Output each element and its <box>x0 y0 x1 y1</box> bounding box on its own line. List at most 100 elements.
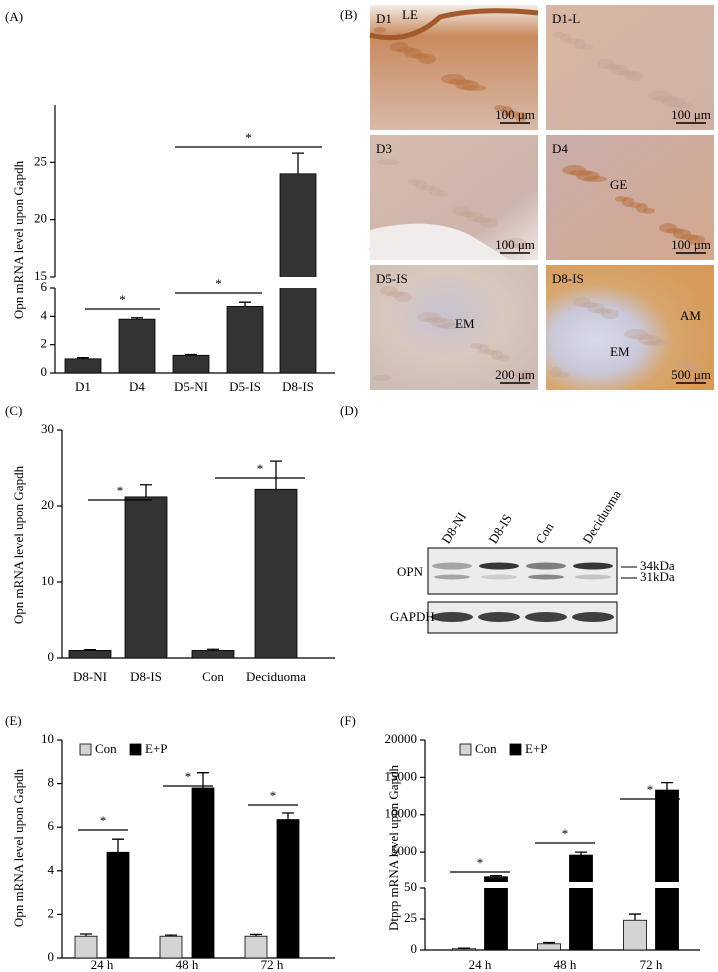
significance-label: * <box>257 461 264 476</box>
tissue-texture <box>408 179 420 185</box>
y-tick-label: 8 <box>48 775 55 790</box>
x-tick-label: 48 h <box>176 957 199 972</box>
micrograph-title: D8-IS <box>552 271 584 286</box>
bar <box>452 948 476 951</box>
legend-label: Con <box>95 741 117 756</box>
bar <box>191 787 215 959</box>
error-bar <box>490 874 502 877</box>
error-bar <box>77 357 89 359</box>
significance-label: * <box>117 483 124 498</box>
tissue-texture <box>470 343 482 349</box>
band <box>573 562 613 570</box>
marker-label: 31kDa <box>640 569 675 584</box>
tissue-texture <box>659 223 677 233</box>
y-tick-label: 25 <box>34 153 47 168</box>
bar <box>191 650 235 659</box>
tissue-texture <box>691 366 703 372</box>
bar <box>655 789 679 951</box>
tissue-texture <box>638 335 662 345</box>
tissue-texture <box>625 71 643 81</box>
band <box>575 574 611 580</box>
x-tick-label: 48 h <box>554 957 577 972</box>
y-tick-label: 10000 <box>385 806 418 821</box>
axis-break <box>426 882 701 888</box>
tissue-texture <box>597 59 615 69</box>
band <box>434 574 470 580</box>
tissue-texture <box>376 159 400 165</box>
tissue-texture <box>424 317 448 323</box>
tissue-texture <box>648 91 672 101</box>
error-bar <box>80 933 92 937</box>
tissue-texture <box>373 375 391 381</box>
y-tick-label: 20 <box>41 497 54 512</box>
tissue-texture <box>594 308 612 314</box>
band <box>481 574 517 580</box>
tissue-texture <box>498 355 510 361</box>
tissue-texture <box>557 372 569 378</box>
significance-label: * <box>215 276 222 291</box>
epithelium <box>369 8 539 41</box>
error-bar <box>207 648 219 651</box>
micrograph-title: D5-IS <box>376 271 408 286</box>
tissue-texture <box>436 191 448 197</box>
micrograph-title: D1 <box>376 11 392 26</box>
lane-label: D8-IS <box>485 511 515 546</box>
tissue-texture <box>484 349 496 355</box>
scale-label: 100 μm <box>495 107 535 122</box>
tissue-texture <box>601 309 619 319</box>
tissue-texture <box>574 39 586 49</box>
significance-label: * <box>100 813 107 828</box>
tissue-texture <box>374 27 386 33</box>
panel-label: (F) <box>340 713 356 728</box>
x-tick-label: 24 h <box>91 957 114 972</box>
tissue-texture <box>573 297 591 307</box>
y-tick-label: 30 <box>41 421 54 436</box>
tissue-texture <box>655 96 679 102</box>
band <box>432 562 472 570</box>
bar <box>279 173 317 374</box>
error-bar <box>239 301 251 307</box>
bar <box>68 650 112 659</box>
band <box>525 612 567 622</box>
tissue-texture <box>417 312 441 322</box>
bar <box>124 496 168 659</box>
tissue-texture <box>394 292 412 302</box>
tissue-texture <box>587 303 605 313</box>
legend-swatch <box>129 743 142 756</box>
x-tick-label: D8-NI <box>73 669 107 684</box>
y-tick-label: 6 <box>48 818 55 833</box>
y-axis-label: Dtprp mRNA level upon Gapdh <box>386 764 401 931</box>
x-tick-label: 72 h <box>640 957 663 972</box>
tissue-texture <box>669 102 693 108</box>
error-bar <box>292 152 304 174</box>
tissue-texture <box>580 302 598 308</box>
x-tick-label: 72 h <box>261 957 284 972</box>
x-tick-label: 24 h <box>469 957 492 972</box>
panel-label: (D) <box>340 403 358 418</box>
tissue-texture <box>550 367 562 377</box>
legend-label: E+P <box>525 741 548 756</box>
legend-label: E+P <box>145 741 168 756</box>
tissue-texture <box>684 361 696 371</box>
significance-label: * <box>270 788 277 803</box>
significance-label: * <box>477 855 484 870</box>
error-bar <box>282 812 294 820</box>
bar <box>276 819 300 959</box>
y-tick-label: 4 <box>48 862 55 877</box>
bar <box>254 488 298 659</box>
tissue-texture <box>452 206 470 216</box>
tissue-texture <box>503 238 527 248</box>
band <box>528 574 564 580</box>
error-bar <box>185 353 197 356</box>
micrograph <box>546 5 714 130</box>
y-tick-label: 0 <box>411 941 418 956</box>
tissue-texture <box>624 329 648 339</box>
error-bar <box>270 460 282 490</box>
error-bar <box>140 484 152 497</box>
bar <box>74 935 98 959</box>
bar <box>623 919 647 951</box>
tissue-texture <box>604 64 622 70</box>
blot-opn <box>427 547 618 595</box>
bar <box>226 306 264 374</box>
